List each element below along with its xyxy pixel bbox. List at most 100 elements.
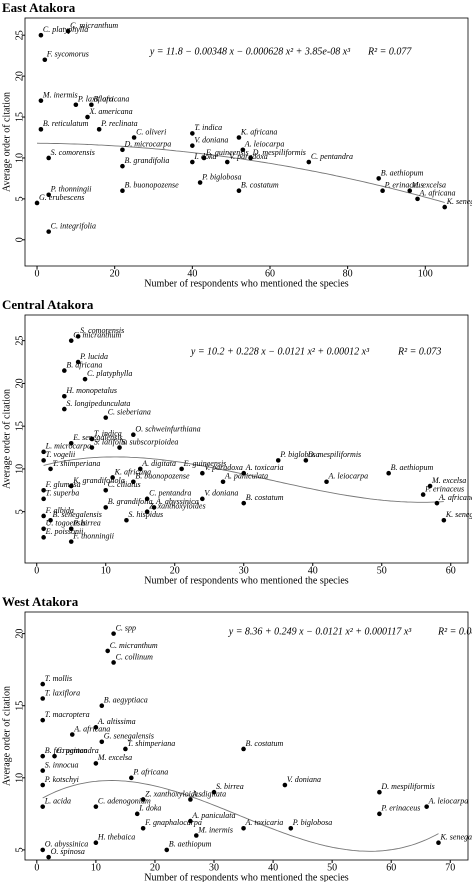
fit-curve	[36, 142, 445, 203]
data-point	[38, 98, 44, 103]
point-label: B. buonopozense	[124, 181, 179, 190]
point-label: E. guineensis	[183, 459, 227, 468]
plot-frame	[24, 611, 469, 861]
data-point	[151, 505, 157, 510]
data-point	[140, 797, 146, 802]
data-point	[85, 114, 90, 120]
data-point	[275, 458, 281, 463]
data-point	[407, 188, 413, 193]
point-label: D. microcarpa	[123, 140, 171, 149]
data-point	[41, 488, 46, 493]
x-axis-label: Number of respondents who mentioned the …	[144, 872, 349, 882]
point-label: X. americana	[89, 107, 133, 116]
point-label: O. spinosa	[51, 847, 85, 856]
point-label: L. acida	[44, 796, 71, 805]
point-label: B. aethiopum	[169, 840, 212, 849]
y-tick-label: 20	[14, 629, 25, 639]
y-tick-label: 25	[14, 336, 25, 346]
point-label: V. doniana	[204, 489, 238, 498]
point-label: B. ferruginea	[45, 746, 88, 755]
data-point	[200, 470, 205, 476]
point-label: A. leiocarpa	[244, 140, 285, 149]
data-point	[75, 359, 81, 365]
data-point	[236, 188, 242, 193]
data-point	[40, 681, 46, 687]
point-label: T. mollis	[45, 674, 72, 683]
point-label: C. spp	[116, 623, 136, 632]
data-point	[41, 526, 46, 532]
data-point	[65, 28, 71, 34]
point-label: A. toxicaria	[245, 463, 284, 472]
fit-equation: y = 8.36 + 0.249 x − 0.0121 x² + 0.00011…	[228, 626, 413, 637]
data-point	[377, 789, 382, 795]
point-label: T. shimperiana	[53, 459, 101, 468]
point-label: S. comorensis	[51, 148, 95, 157]
y-tick-label: 10	[14, 464, 25, 474]
point-label: C. adenogonium	[98, 796, 151, 805]
data-point	[111, 631, 116, 636]
data-point	[103, 488, 109, 493]
data-point	[69, 732, 75, 737]
point-label: C. sieberiana	[108, 407, 151, 416]
data-point	[41, 513, 46, 519]
fit-curve	[42, 780, 439, 852]
data-point	[89, 102, 94, 108]
data-point	[386, 470, 391, 476]
point-label: A. digitata	[191, 789, 226, 798]
data-point	[41, 496, 46, 502]
data-point	[62, 406, 67, 412]
data-point	[200, 496, 205, 502]
point-label: A. toxicaria	[245, 818, 284, 827]
point-label: E. guineensis	[205, 148, 249, 157]
point-label: M. inermis	[42, 90, 78, 99]
panel-title: East Atakora	[2, 0, 76, 15]
y-tick-label: 5	[14, 196, 25, 201]
point-label: K. senegalensis	[445, 510, 472, 519]
x-tick-label: 20	[150, 862, 160, 873]
point-label: M. inermis	[197, 825, 233, 834]
data-point	[188, 818, 193, 824]
point-label: D. mespiliformis	[380, 782, 434, 791]
x-tick-label: 50	[327, 862, 337, 873]
y-axis-label: Average order of citation	[1, 92, 12, 192]
data-point	[241, 500, 247, 506]
point-label: G. senegalensis	[104, 732, 154, 741]
point-label: K. grandifoliola	[72, 476, 125, 485]
point-label: T. indica	[194, 123, 222, 132]
y-tick-label: 5	[14, 509, 25, 514]
point-label: U. togoensis	[46, 519, 86, 528]
y-tick-label: 5	[14, 847, 25, 852]
point-label: A. africana	[73, 724, 110, 733]
data-point	[137, 466, 143, 472]
data-point	[220, 479, 226, 485]
data-point	[41, 535, 46, 540]
point-label: S. latifolia	[94, 437, 127, 446]
data-point	[68, 539, 74, 544]
point-label: P. thonningii	[50, 185, 92, 194]
data-point	[46, 192, 51, 198]
point-label: F. thonningii	[72, 531, 114, 540]
data-point	[441, 517, 447, 523]
point-label: O. schweinfurthiana	[135, 425, 200, 434]
data-point	[99, 703, 105, 709]
x-tick-label: 60	[446, 565, 456, 576]
x-tick-label: 30	[209, 862, 219, 873]
data-point	[34, 200, 40, 206]
y-tick-label: 25	[14, 30, 25, 40]
x-tick-label: 40	[268, 862, 278, 873]
data-point	[241, 746, 246, 752]
data-point	[188, 797, 193, 802]
point-label: Z. xanthoxyloides	[145, 789, 201, 798]
point-label: C. pentandra	[149, 489, 191, 498]
panel: East Atakora 0 20 40 60 80 100 0 5 10 15 20 25 Number…	[1, 0, 472, 289]
point-label: M. excelsa	[431, 476, 466, 485]
point-label: P. erinaceus	[424, 484, 464, 493]
point-label: C. platyphylla	[87, 369, 132, 378]
point-label: C. micranthum	[73, 330, 121, 339]
data-point	[40, 782, 46, 788]
x-tick-label: 100	[418, 268, 433, 279]
panel: Central Atakora 0 10 20 30 40 50 60 5 10 15 20 25 Num…	[1, 297, 472, 586]
data-point	[377, 811, 382, 817]
point-label: H. monopetalus	[65, 386, 117, 395]
data-point	[52, 753, 57, 759]
